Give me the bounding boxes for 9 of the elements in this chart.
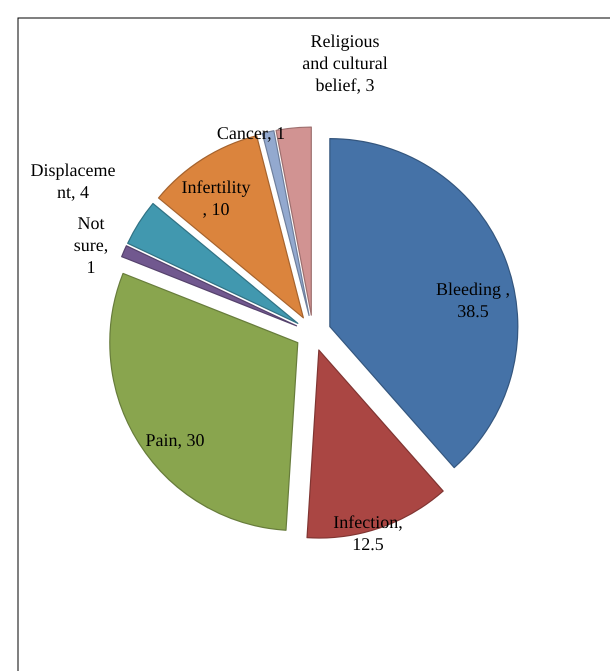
slice-label: Not sure, 1 <box>74 213 108 277</box>
slice-label: Religious and cultural belief, 3 <box>302 31 388 95</box>
data-label: , 10 <box>202 199 230 219</box>
slice-label: Cancer, 1 <box>216 123 286 143</box>
slice-label: Bleeding , 38.5 <box>436 279 510 321</box>
slice-label: Infertility <box>182 177 250 197</box>
slice-label: Displacement, 4 <box>30 160 116 202</box>
slice-label: Infection, 12.5 <box>333 512 403 554</box>
slice-label: Pain, 30 <box>145 430 205 450</box>
